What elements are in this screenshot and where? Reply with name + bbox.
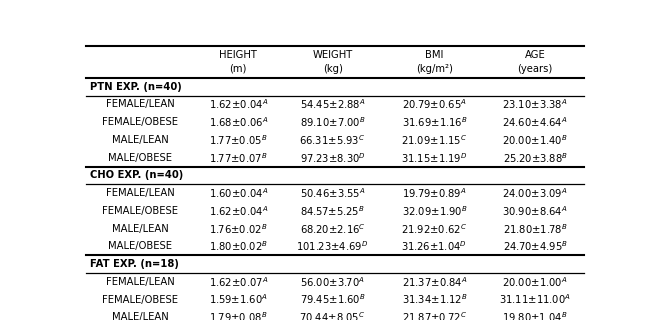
Text: 68.20±2.16$^{C}$: 68.20±2.16$^{C}$ (300, 222, 365, 236)
Text: WEIGHT: WEIGHT (312, 51, 353, 60)
Text: MALE/LEAN: MALE/LEAN (112, 312, 169, 320)
Text: MALE/LEAN: MALE/LEAN (112, 224, 169, 234)
Text: 84.57±5.25$^{B}$: 84.57±5.25$^{B}$ (300, 204, 365, 218)
Text: 1.60±0.04$^{A}$: 1.60±0.04$^{A}$ (208, 186, 268, 200)
Text: (years): (years) (517, 64, 553, 74)
Text: 1.68±0.06$^{A}$: 1.68±0.06$^{A}$ (208, 115, 268, 129)
Text: 24.00±3.09$^{A}$: 24.00±3.09$^{A}$ (502, 186, 568, 200)
Text: 1.77±0.05$^{B}$: 1.77±0.05$^{B}$ (209, 133, 267, 147)
Text: 70.44±8.05$^{C}$: 70.44±8.05$^{C}$ (299, 310, 366, 320)
Text: 1.59±1.60$^{A}$: 1.59±1.60$^{A}$ (209, 293, 268, 307)
Text: 1.62±0.04$^{A}$: 1.62±0.04$^{A}$ (208, 204, 268, 218)
Text: BMI: BMI (425, 51, 444, 60)
Text: MALE/LEAN: MALE/LEAN (112, 135, 169, 145)
Text: MALE/OBESE: MALE/OBESE (108, 153, 172, 163)
Text: 19.80±1.04$^{B}$: 19.80±1.04$^{B}$ (502, 310, 568, 320)
Text: FEMALE/LEAN: FEMALE/LEAN (106, 277, 175, 287)
Text: 20.79±0.65$^{A}$: 20.79±0.65$^{A}$ (402, 98, 467, 111)
Text: FAT EXP. (n=18): FAT EXP. (n=18) (90, 259, 179, 269)
Text: 21.87±0.72$^{C}$: 21.87±0.72$^{C}$ (402, 310, 467, 320)
Text: 31.69±1.16$^{B}$: 31.69±1.16$^{B}$ (402, 115, 467, 129)
Text: 31.11±11.00$^{A}$: 31.11±11.00$^{A}$ (499, 293, 571, 307)
Text: FEMALE/LEAN: FEMALE/LEAN (106, 100, 175, 109)
Text: 89.10±7.00$^{B}$: 89.10±7.00$^{B}$ (300, 115, 365, 129)
Text: 54.45±2.88$^{A}$: 54.45±2.88$^{A}$ (300, 98, 365, 111)
Text: 31.34±1.12$^{B}$: 31.34±1.12$^{B}$ (402, 293, 467, 307)
Text: 56.00±3.70$^{A}$: 56.00±3.70$^{A}$ (300, 275, 365, 289)
Text: 101.23±4.69$^{D}$: 101.23±4.69$^{D}$ (297, 239, 369, 253)
Text: (m): (m) (230, 64, 247, 74)
Text: 50.46±3.55$^{A}$: 50.46±3.55$^{A}$ (300, 186, 365, 200)
Text: (kg): (kg) (323, 64, 343, 74)
Text: FEMALE/OBESE: FEMALE/OBESE (103, 206, 178, 216)
Text: 20.00±1.40$^{B}$: 20.00±1.40$^{B}$ (502, 133, 568, 147)
Text: 24.70±4.95$^{B}$: 24.70±4.95$^{B}$ (502, 239, 568, 253)
Text: 79.45±1.60$^{B}$: 79.45±1.60$^{B}$ (300, 293, 365, 307)
Text: 97.23±8.30$^{D}$: 97.23±8.30$^{D}$ (300, 151, 365, 164)
Text: 21.09±1.15$^{C}$: 21.09±1.15$^{C}$ (401, 133, 467, 147)
Text: 23.10±3.38$^{A}$: 23.10±3.38$^{A}$ (502, 98, 568, 111)
Text: FEMALE/OBESE: FEMALE/OBESE (103, 117, 178, 127)
Text: 30.90±8.64$^{A}$: 30.90±8.64$^{A}$ (502, 204, 568, 218)
Text: MALE/OBESE: MALE/OBESE (108, 241, 172, 252)
Text: CHO EXP. (n=40): CHO EXP. (n=40) (90, 170, 184, 180)
Text: 1.62±0.04$^{A}$: 1.62±0.04$^{A}$ (208, 98, 268, 111)
Text: AGE: AGE (524, 51, 545, 60)
Text: 1.77±0.07$^{B}$: 1.77±0.07$^{B}$ (209, 151, 267, 164)
Text: 21.92±0.62$^{C}$: 21.92±0.62$^{C}$ (402, 222, 467, 236)
Text: 20.00±1.00$^{A}$: 20.00±1.00$^{A}$ (502, 275, 568, 289)
Text: 66.31±5.93$^{C}$: 66.31±5.93$^{C}$ (299, 133, 366, 147)
Text: 31.15±1.19$^{D}$: 31.15±1.19$^{D}$ (401, 151, 468, 164)
Text: FEMALE/LEAN: FEMALE/LEAN (106, 188, 175, 198)
Text: 1.79±0.08$^{B}$: 1.79±0.08$^{B}$ (209, 310, 267, 320)
Text: FEMALE/OBESE: FEMALE/OBESE (103, 295, 178, 305)
Text: 1.80±0.02$^{B}$: 1.80±0.02$^{B}$ (209, 239, 268, 253)
Text: 1.62±0.07$^{A}$: 1.62±0.07$^{A}$ (208, 275, 268, 289)
Text: 32.09±1.90$^{B}$: 32.09±1.90$^{B}$ (402, 204, 467, 218)
Text: 25.20±3.88$^{B}$: 25.20±3.88$^{B}$ (502, 151, 568, 164)
Text: PTN EXP. (n=40): PTN EXP. (n=40) (90, 82, 182, 92)
Text: (kg/m²): (kg/m²) (416, 64, 453, 74)
Text: 1.76±0.02$^{B}$: 1.76±0.02$^{B}$ (209, 222, 267, 236)
Text: 21.80±1.78$^{B}$: 21.80±1.78$^{B}$ (503, 222, 567, 236)
Text: HEIGHT: HEIGHT (219, 51, 257, 60)
Text: 19.79±0.89$^{A}$: 19.79±0.89$^{A}$ (402, 186, 467, 200)
Text: 24.60±4.64$^{A}$: 24.60±4.64$^{A}$ (502, 115, 568, 129)
Text: 31.26±1.04$^{D}$: 31.26±1.04$^{D}$ (402, 239, 467, 253)
Text: 21.37±0.84$^{A}$: 21.37±0.84$^{A}$ (402, 275, 467, 289)
